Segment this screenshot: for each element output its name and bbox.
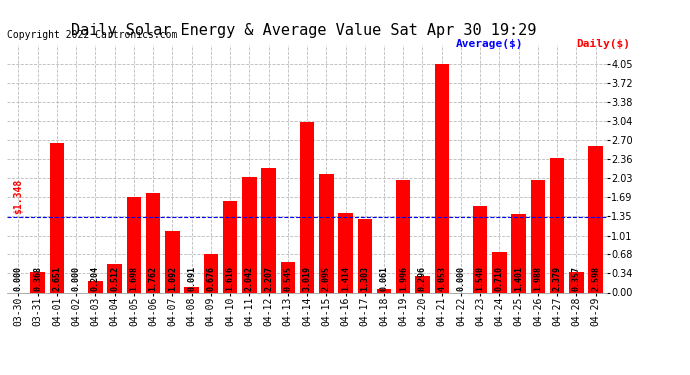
Text: Daily($): Daily($)	[576, 39, 630, 50]
Bar	[281, 262, 295, 292]
Text: 2.042: 2.042	[245, 266, 254, 291]
Bar	[435, 64, 449, 292]
Text: $1.348: $1.348	[13, 179, 23, 214]
Bar	[319, 174, 333, 292]
Bar	[377, 289, 391, 292]
Bar	[50, 143, 64, 292]
Bar	[396, 180, 411, 292]
Bar	[165, 231, 179, 292]
Text: 0.545: 0.545	[284, 266, 293, 291]
Bar	[415, 276, 430, 292]
Bar	[146, 193, 160, 292]
Text: 1.996: 1.996	[399, 266, 408, 291]
Bar	[569, 272, 584, 292]
Bar	[108, 264, 122, 292]
Text: 1.414: 1.414	[341, 266, 350, 291]
Bar	[473, 206, 487, 292]
Text: 0.710: 0.710	[495, 266, 504, 291]
Bar	[357, 219, 372, 292]
Text: 2.598: 2.598	[591, 266, 600, 291]
Text: 0.296: 0.296	[418, 266, 427, 291]
Text: 1.616: 1.616	[226, 266, 235, 291]
Text: 0.000: 0.000	[72, 266, 81, 291]
Bar	[88, 281, 103, 292]
Text: $1.348: $1.348	[591, 179, 601, 214]
Text: 1.303: 1.303	[360, 266, 369, 291]
Text: 0.000: 0.000	[457, 266, 466, 291]
Text: 0.204: 0.204	[91, 266, 100, 291]
Text: 3.019: 3.019	[302, 266, 312, 291]
Bar	[262, 168, 276, 292]
Bar	[492, 252, 506, 292]
Text: 1.092: 1.092	[168, 266, 177, 291]
Text: 0.091: 0.091	[187, 266, 196, 291]
Text: 1.401: 1.401	[514, 266, 523, 291]
Bar	[184, 287, 199, 292]
Text: 2.207: 2.207	[264, 266, 273, 291]
Bar	[300, 122, 314, 292]
Text: 0.000: 0.000	[14, 266, 23, 291]
Bar	[242, 177, 257, 292]
Text: 0.368: 0.368	[33, 266, 42, 291]
Bar	[127, 197, 141, 292]
Text: Daily Solar Energy & Average Value Sat Apr 30 19:29: Daily Solar Energy & Average Value Sat A…	[71, 22, 536, 38]
Text: Copyright 2022 Cartronics.com: Copyright 2022 Cartronics.com	[7, 30, 177, 40]
Text: 2.379: 2.379	[553, 266, 562, 291]
Text: 1.698: 1.698	[130, 266, 139, 291]
Text: 2.651: 2.651	[52, 266, 61, 291]
Text: 0.512: 0.512	[110, 266, 119, 291]
Text: 2.095: 2.095	[322, 266, 331, 291]
Bar	[511, 213, 526, 292]
Bar	[531, 180, 545, 292]
Text: 4.053: 4.053	[437, 266, 446, 291]
Bar	[338, 213, 353, 292]
Text: 0.357: 0.357	[572, 266, 581, 291]
Text: Average($): Average($)	[455, 39, 523, 50]
Text: 1.762: 1.762	[148, 266, 157, 291]
Text: 1.988: 1.988	[533, 266, 542, 291]
Text: 0.061: 0.061	[380, 266, 388, 291]
Bar	[30, 272, 45, 292]
Bar	[204, 254, 218, 292]
Bar	[223, 201, 237, 292]
Text: 1.540: 1.540	[475, 266, 484, 291]
Bar	[589, 146, 603, 292]
Bar	[550, 158, 564, 292]
Text: 0.676: 0.676	[206, 266, 215, 291]
